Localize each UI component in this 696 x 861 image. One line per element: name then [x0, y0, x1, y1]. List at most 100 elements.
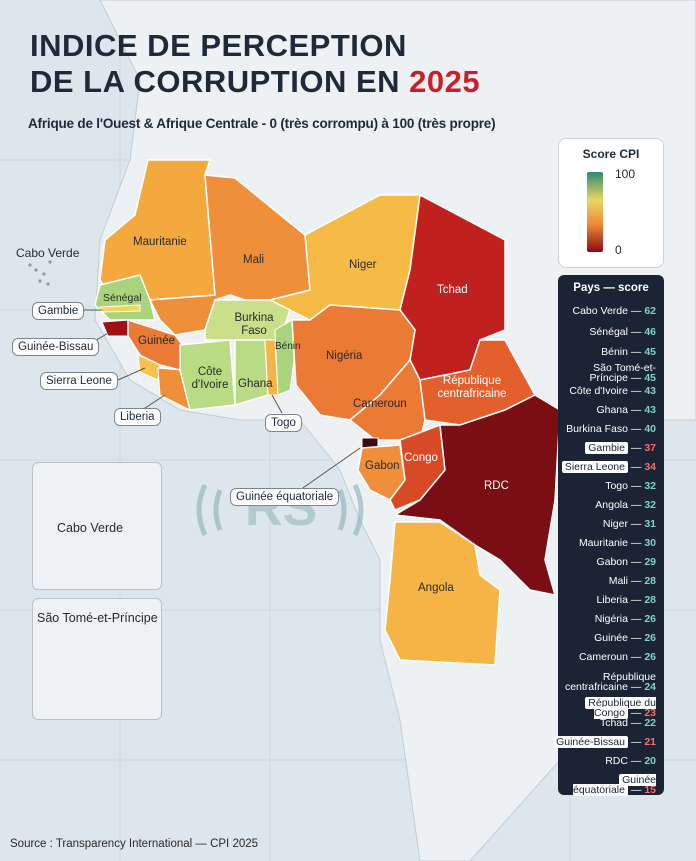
score-row-value: 26: [644, 632, 656, 644]
score-row: Sierra Leone — 34: [561, 461, 656, 473]
country-benin: [274, 319, 297, 396]
score-row-value: 32: [644, 480, 656, 492]
score-row-separator: —: [630, 784, 642, 796]
country-sierra-leone: [137, 354, 161, 381]
score-row-separator: —: [630, 423, 642, 435]
subtitle: Afrique de l'Ouest & Afrique Centrale - …: [28, 116, 496, 131]
score-row-separator: —: [630, 717, 642, 729]
score-row: Nigéria — 26: [595, 614, 656, 625]
score-row-value: 24: [644, 681, 656, 693]
score-row-value: 26: [644, 651, 656, 663]
inset-sao-tome: São Tomé-et-Príncipe: [32, 598, 162, 720]
inset-sao-tome-label: São Tomé-et-Príncipe: [37, 611, 158, 625]
watermark-text: RS: [245, 479, 318, 537]
inset-cabo-verde: Cabo Verde: [32, 462, 162, 590]
cabo-verde-islands: [28, 260, 52, 286]
score-row-separator: —: [630, 594, 642, 606]
score-row-country: Liberia: [596, 594, 628, 606]
score-row-separator: —: [630, 707, 642, 719]
label-mali: Mali: [243, 254, 265, 266]
score-row-value: 31: [644, 518, 656, 530]
label-guinee: Guinée: [138, 335, 176, 347]
score-row-country: Mauritanie: [578, 537, 628, 549]
score-row-value: 32: [644, 499, 656, 511]
score-row-separator: —: [630, 613, 642, 625]
score-row: Cameroun — 26: [579, 652, 656, 663]
score-row: Gambie — 37: [585, 442, 656, 454]
score-row-separator: —: [630, 556, 642, 568]
label-rdc: RDC: [484, 480, 509, 492]
score-row: Sénégal — 46: [589, 327, 656, 338]
score-row-separator: —: [630, 755, 642, 767]
score-row-value: 46: [644, 326, 656, 338]
label-angola: Angola: [418, 582, 454, 594]
label-niger: Niger: [349, 259, 377, 271]
label-guinee-equatoriale: Guinée équatoriale: [230, 488, 340, 506]
label-guinee-bissau: Guinée-Bissau: [12, 338, 100, 356]
score-row: Burkina Faso — 40: [566, 424, 656, 435]
score-row-value: 26: [644, 613, 656, 625]
label-mauritanie: Mauritanie: [133, 236, 187, 248]
score-row-country: Ghana: [596, 404, 628, 416]
score-row-value: 43: [644, 404, 656, 416]
scores-panel: Pays — score Cabo Verde — 62 Sénégal — 46…: [553, 275, 664, 796]
score-row-separator: —: [630, 346, 642, 358]
score-row: Côte d'Ivoire — 43: [569, 386, 656, 397]
label-liberia: Liberia: [114, 408, 161, 426]
source-note: Source : Transparency International — CP…: [10, 838, 259, 850]
score-row-country: Gabon: [596, 556, 628, 568]
label-rca: République centrafricaine: [437, 375, 507, 400]
scores-panel-title: Pays — score: [573, 282, 649, 294]
score-row-separator: —: [630, 372, 642, 384]
score-row-separator: —: [630, 537, 642, 549]
score-row: République du Congo — 23: [564, 697, 656, 719]
score-row-country: Mali: [608, 575, 628, 587]
label-nigeria: Nigéria: [326, 350, 363, 362]
label-senegal: Sénégal: [103, 292, 142, 304]
score-row-country: RDC: [605, 755, 628, 767]
score-row-country: République centrafricaine: [564, 671, 656, 693]
label-ghana: Ghana: [238, 378, 273, 390]
score-row: Guinée équatoriale — 15: [564, 774, 656, 796]
score-row-country: Angola: [595, 499, 628, 511]
score-row: Cabo Verde — 62: [573, 306, 657, 317]
score-row-separator: —: [630, 305, 642, 317]
score-row-country: Nigéria: [594, 613, 628, 625]
score-row: République centrafricaine — 24: [564, 671, 656, 693]
score-row-country: Cabo Verde: [572, 305, 628, 317]
label-benin: Bénin: [275, 341, 301, 352]
score-row-country: Guinée: [594, 632, 628, 644]
score-row-value: 45: [644, 372, 656, 384]
title-block: INDICE DE PERCEPTION DE LA CORRUPTION EN…: [14, 18, 534, 131]
label-gabon: Gabon: [365, 460, 400, 472]
country-ghana: [234, 339, 269, 407]
country-rdc: [392, 394, 561, 596]
score-row-country: Sierra Leone: [561, 461, 628, 473]
score-row-country: Côte d'Ivoire: [569, 385, 628, 397]
score-row-value: 21: [644, 736, 656, 748]
score-row-separator: —: [630, 404, 642, 416]
score-row-country: Niger: [602, 518, 628, 530]
score-row: Mauritanie — 30: [579, 538, 656, 549]
label-burkina: Burkina Faso: [234, 312, 274, 337]
score-row-value: 28: [644, 575, 656, 587]
score-row-value: 23: [644, 707, 656, 719]
title-line-2: DE LA CORRUPTION EN 2025: [30, 64, 480, 100]
score-row-value: 15: [644, 784, 656, 796]
score-row-value: 40: [644, 423, 656, 435]
label-cote-divoire: Côte d'Ivoire: [191, 366, 229, 391]
score-row: Togo — 32: [605, 481, 656, 492]
country-guinee: [127, 318, 191, 371]
score-row-separator: —: [630, 385, 642, 397]
score-row: Ghana — 43: [596, 405, 656, 416]
score-row: Bénin — 45: [601, 347, 656, 358]
score-row: RDC — 20: [605, 756, 656, 767]
score-row-country: São Tomé-et-Príncipe: [589, 362, 656, 384]
score-row-country: Togo: [605, 480, 628, 492]
score-row-separator: —: [630, 461, 642, 473]
title-line-2-text: DE LA CORRUPTION EN: [30, 64, 401, 99]
score-row-country: Bénin: [601, 346, 628, 358]
score-row-separator: —: [630, 681, 642, 693]
label-gambie: Gambie: [32, 302, 85, 320]
score-row-value: 45: [644, 346, 656, 358]
